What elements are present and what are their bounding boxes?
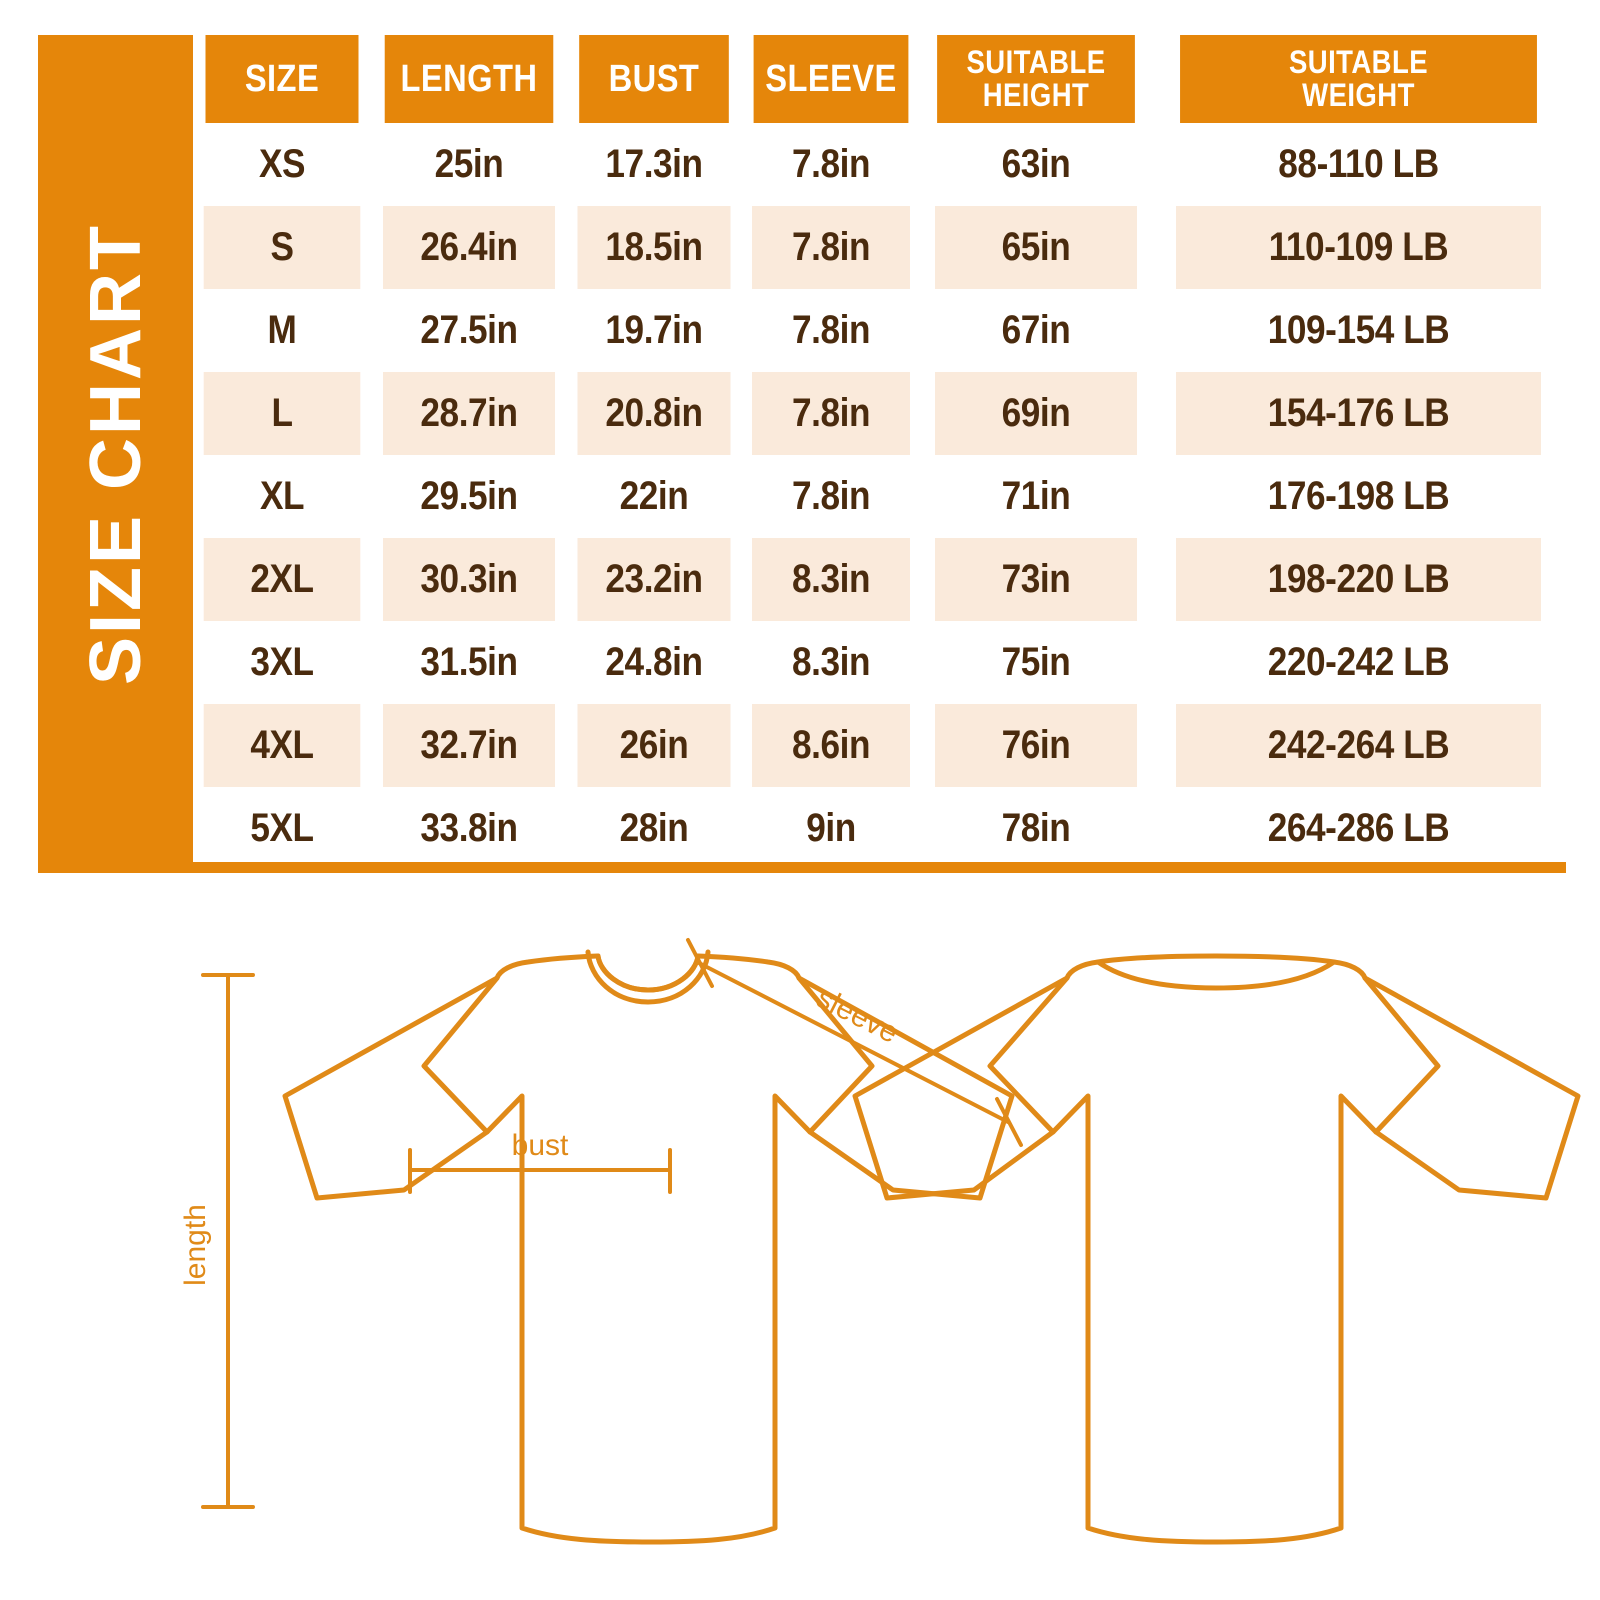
cell-sleeve: 8.3in	[751, 538, 911, 621]
cell-bust: 28in	[577, 787, 731, 870]
cell-size: M	[203, 289, 361, 372]
table-row: 2XL 30.3in 23.2in 8.3in 73in 198-220 LB	[193, 538, 1566, 621]
cell-bust: 17.3in	[577, 123, 731, 206]
table-row: 4XL 32.7in 26in 8.6in 76in 242-264 LB	[193, 704, 1566, 787]
cell-suitable-height: 71in	[934, 455, 1138, 538]
cell-length: 31.5in	[382, 621, 556, 704]
size-table-header-row: SIZE LENGTH BUST SLEEVE SUITABLE HEIGHT S…	[193, 35, 1566, 123]
col-header-sleeve: SLEEVE	[753, 35, 909, 123]
cell-suitable-weight: 242-264 LB	[1175, 704, 1542, 787]
length-label: length	[179, 1204, 212, 1286]
size-chart-left-banner	[38, 35, 193, 873]
cell-sleeve: 7.8in	[751, 372, 911, 455]
size-chart-title-text: SIZE CHART	[75, 223, 156, 685]
cell-suitable-height: 63in	[934, 123, 1138, 206]
cell-bust: 26in	[577, 704, 731, 787]
cell-suitable-height: 65in	[934, 206, 1138, 289]
panel-bottom-rule	[38, 862, 1566, 873]
table-row: L 28.7in 20.8in 7.8in 69in 154-176 LB	[193, 372, 1566, 455]
sleeve-dimension-line	[686, 938, 1023, 1147]
cell-suitable-height: 67in	[934, 289, 1138, 372]
table-row: 3XL 31.5in 24.8in 8.3in 75in 220-242 LB	[193, 621, 1566, 704]
cell-size: XL	[203, 455, 361, 538]
col-header-bust: BUST	[579, 35, 729, 123]
cell-bust: 18.5in	[577, 206, 731, 289]
cell-suitable-height: 73in	[934, 538, 1138, 621]
length-dimension-line	[201, 973, 255, 1509]
cell-sleeve: 7.8in	[751, 206, 911, 289]
cell-length: 26.4in	[382, 206, 556, 289]
cell-bust: 23.2in	[577, 538, 731, 621]
cell-size: 2XL	[203, 538, 361, 621]
cell-size: L	[203, 372, 361, 455]
cell-length: 32.7in	[382, 704, 556, 787]
cell-sleeve: 7.8in	[751, 455, 911, 538]
col-header-suitable-weight: SUITABLE WEIGHT	[1180, 35, 1537, 123]
col-header-line: WEIGHT	[1302, 77, 1415, 113]
size-table-wrapper: SIZE LENGTH BUST SLEEVE SUITABLE HEIGHT S…	[193, 35, 1566, 873]
cell-suitable-weight: 264-286 LB	[1175, 787, 1542, 870]
cell-bust: 22in	[577, 455, 731, 538]
cell-size: 4XL	[203, 704, 361, 787]
table-row: XL 29.5in 22in 7.8in 71in 176-198 LB	[193, 455, 1566, 538]
sleeve-label: sleeve	[811, 981, 903, 1050]
cell-size: S	[203, 206, 361, 289]
cell-size: XS	[203, 123, 361, 206]
table-row: XS 25in 17.3in 7.8in 63in 88-110 LB	[193, 123, 1566, 206]
cell-sleeve: 7.8in	[751, 123, 911, 206]
cell-length: 29.5in	[382, 455, 556, 538]
cell-sleeve: 9in	[751, 787, 911, 870]
size-table: SIZE LENGTH BUST SLEEVE SUITABLE HEIGHT S…	[193, 35, 1566, 870]
size-chart-panel: SIZE CHART SIZE LENGTH BUST SLEEVE SUITA…	[38, 35, 1566, 873]
col-header-line: HEIGHT	[982, 77, 1090, 113]
cell-length: 27.5in	[382, 289, 556, 372]
cell-bust: 24.8in	[577, 621, 731, 704]
table-row: M 27.5in 19.7in 7.8in 67in 109-154 LB	[193, 289, 1566, 372]
cell-length: 30.3in	[382, 538, 556, 621]
tshirt-front-outline	[282, 949, 1015, 1545]
cell-bust: 19.7in	[577, 289, 731, 372]
cell-length: 33.8in	[382, 787, 556, 870]
size-table-body: XS 25in 17.3in 7.8in 63in 88-110 LB S 26.4in 18.…	[193, 123, 1566, 870]
cell-suitable-height: 78in	[934, 787, 1138, 870]
cell-sleeve: 7.8in	[751, 289, 911, 372]
size-table-head: SIZE LENGTH BUST SLEEVE SUITABLE HEIGHT S…	[193, 35, 1566, 123]
size-chart-vertical-title: SIZE CHART	[38, 35, 193, 873]
col-header-length: LENGTH	[384, 35, 554, 123]
cell-suitable-height: 69in	[934, 372, 1138, 455]
cell-suitable-weight: 109-154 LB	[1175, 289, 1542, 372]
bust-dimension-line	[408, 1148, 672, 1194]
cell-length: 28.7in	[382, 372, 556, 455]
cell-length: 25in	[382, 123, 556, 206]
cell-suitable-height: 76in	[934, 704, 1138, 787]
cell-suitable-weight: 154-176 LB	[1175, 372, 1542, 455]
cell-size: 5XL	[203, 787, 361, 870]
table-row: S 26.4in 18.5in 7.8in 65in 110-109 LB	[193, 206, 1566, 289]
tshirt-measurement-diagram: length bust sleeve	[0, 900, 1600, 1600]
col-header-line: SUITABLE	[1289, 44, 1428, 81]
cell-size: 3XL	[203, 621, 361, 704]
cell-sleeve: 8.6in	[751, 704, 911, 787]
cell-suitable-weight: 110-109 LB	[1175, 206, 1542, 289]
cell-bust: 20.8in	[577, 372, 731, 455]
cell-sleeve: 8.3in	[751, 621, 911, 704]
col-header-size: SIZE	[205, 35, 359, 123]
table-row: 5XL 33.8in 28in 9in 78in 264-286 LB	[193, 787, 1566, 870]
cell-suitable-weight: 176-198 LB	[1175, 455, 1542, 538]
tshirt-back-outline	[852, 953, 1581, 1545]
bust-label: bust	[512, 1129, 569, 1162]
col-header-line: SUITABLE	[966, 44, 1106, 81]
cell-suitable-weight: 88-110 LB	[1175, 123, 1542, 206]
cell-suitable-weight: 198-220 LB	[1175, 538, 1542, 621]
cell-suitable-weight: 220-242 LB	[1175, 621, 1542, 704]
col-header-suitable-height: SUITABLE HEIGHT	[937, 35, 1135, 123]
cell-suitable-height: 75in	[934, 621, 1138, 704]
